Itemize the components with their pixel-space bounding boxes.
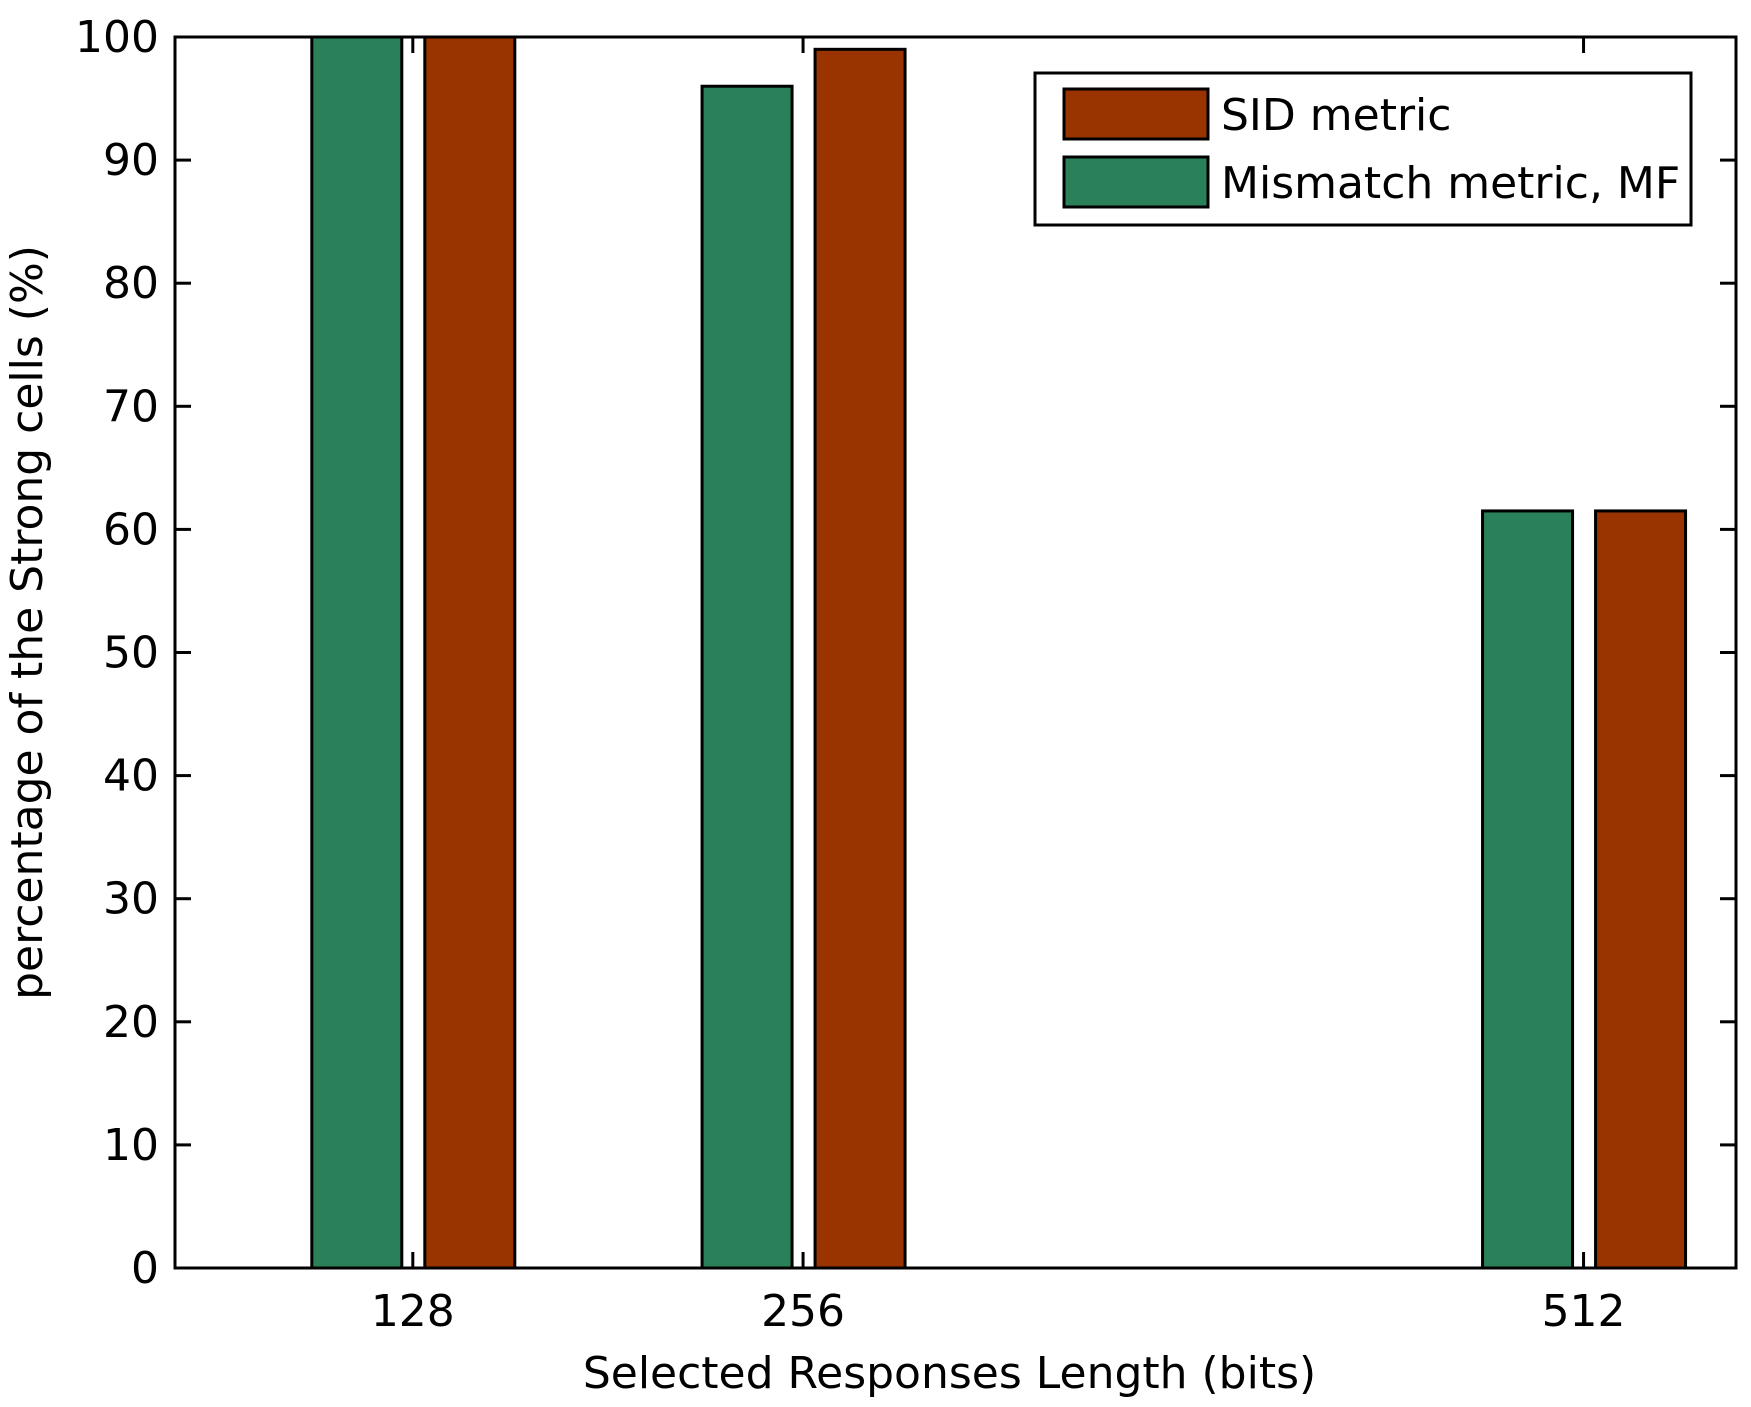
x-axis: 128 256 512 <box>371 37 1626 1337</box>
y-tick-label-40: 40 <box>103 751 159 802</box>
y-tick-label-50: 50 <box>103 628 159 679</box>
bar-sid-256 <box>813 47 907 1270</box>
y-tick-label-30: 30 <box>103 874 159 925</box>
x-axis-title: Selected Responses Length (bits) <box>583 1348 1316 1399</box>
legend-swatch-mismatch-metric <box>1062 155 1210 209</box>
y-tick-label-80: 80 <box>103 258 159 309</box>
bars-layer <box>310 35 1688 1270</box>
bar-sid-128 <box>423 35 517 1270</box>
y-tick-label-0: 0 <box>131 1243 159 1294</box>
y-tick-label-70: 70 <box>103 381 159 432</box>
y-tick-label-10: 10 <box>103 1120 159 1171</box>
bar-mismatch-128 <box>310 35 404 1270</box>
y-axis-title: percentage of the Strong cells (%) <box>2 245 53 1000</box>
legend: SID metric Mismatch metric, MF <box>1033 71 1693 227</box>
x-tick-label-128: 128 <box>371 1286 455 1337</box>
y-tick-label-20: 20 <box>103 997 159 1048</box>
y-tick-label-60: 60 <box>103 504 159 555</box>
x-tick-label-256: 256 <box>761 1286 845 1337</box>
x-tick-label-512: 512 <box>1542 1286 1626 1337</box>
legend-label-sid-metric: SID metric <box>1221 90 1451 141</box>
bar-mismatch-512 <box>1481 509 1575 1270</box>
y-tick-label-100: 100 <box>75 12 159 63</box>
legend-label-mismatch-metric: Mismatch metric, MF <box>1221 158 1680 209</box>
y-tick-label-90: 90 <box>103 135 159 186</box>
y-axis: 0 10 20 30 40 50 60 70 80 90 100 <box>75 12 1736 1294</box>
legend-swatch-sid-metric <box>1062 87 1210 141</box>
bar-sid-512 <box>1594 509 1688 1270</box>
bar-mismatch-256 <box>700 84 794 1270</box>
